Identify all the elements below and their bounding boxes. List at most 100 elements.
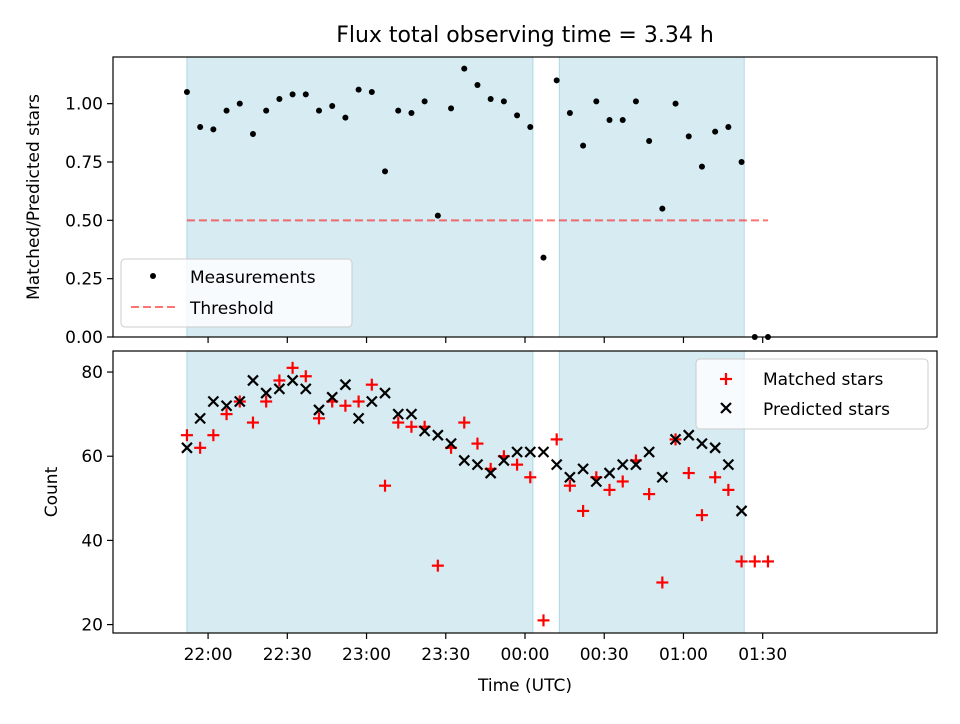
measurement-point <box>725 124 732 130</box>
measurement-point <box>289 91 296 98</box>
predicted-marker-b <box>669 433 682 446</box>
matched-star-point <box>313 412 325 425</box>
matched-star-point <box>722 483 735 496</box>
x-tick-label: 22:00 <box>184 645 233 665</box>
predicted-star-point <box>445 437 457 450</box>
measurement-point <box>342 114 349 121</box>
measurement-point <box>632 98 639 105</box>
measurement-point <box>659 205 666 212</box>
matched-star-point <box>735 555 748 568</box>
matched-star-point <box>761 555 774 568</box>
predicted-star-point <box>550 458 563 471</box>
measurement-point <box>738 159 745 165</box>
predicted-marker-b <box>564 471 576 484</box>
predicted-marker-b <box>366 395 378 408</box>
measurement-point <box>593 98 600 105</box>
matched-star-point <box>220 408 233 421</box>
predicted-star-point <box>313 404 325 416</box>
predicted-marker-b <box>247 374 259 387</box>
bottom-y-axis-label: Count <box>42 466 62 517</box>
measurement-point <box>487 96 494 102</box>
bottom-x-ticks: 22:00 22:30 23:00 23:30 00:00 00:30 01:00 01:30 <box>184 633 787 665</box>
predicted-star-point <box>564 471 576 484</box>
measurement-point <box>249 131 256 137</box>
predicted-marker-b <box>273 383 286 395</box>
matched-star-point <box>524 471 537 484</box>
measurement-point <box>263 107 270 114</box>
predicted-marker-b <box>550 458 563 471</box>
predicted-marker-b <box>207 395 220 408</box>
shaded-interval-2 <box>559 57 745 337</box>
predicted-star-point <box>207 395 220 408</box>
predicted-marker-b <box>643 446 655 458</box>
measurement-point <box>514 112 521 119</box>
predicted-marker-b <box>286 374 299 387</box>
predicted-star-point <box>524 446 537 458</box>
predicted-marker-b <box>498 454 510 467</box>
measurement-point <box>197 124 204 130</box>
matched-star-point <box>180 429 193 442</box>
predicted-star-point <box>260 387 272 399</box>
predicted-marker-b <box>511 446 523 458</box>
matched-star-point <box>695 509 708 522</box>
measurement-point <box>368 89 375 95</box>
predicted-marker-b <box>379 387 391 399</box>
matched-star-point <box>458 416 471 429</box>
predicted-star-point <box>194 412 206 425</box>
predicted-star-point <box>273 383 286 395</box>
predicted-star-point <box>537 446 550 458</box>
matched-star-point <box>656 576 669 589</box>
legend-marker-matched <box>720 373 732 385</box>
predicted-marker-b <box>696 437 708 450</box>
predicted-marker-b <box>484 467 497 479</box>
measurement-point <box>434 212 441 219</box>
predicted-star-point <box>471 458 484 471</box>
measurement-point <box>580 142 587 149</box>
matched-star-point <box>643 488 656 501</box>
predicted-marker-b <box>656 471 669 484</box>
bottom-y-tick-label: 40 <box>81 531 103 551</box>
predicted-marker-b <box>405 408 418 420</box>
top-y-tick-label: 1.00 <box>65 95 103 115</box>
matched-star-point <box>577 504 590 517</box>
top-y-tick-label: 0.50 <box>65 211 103 231</box>
measurement-point <box>421 98 428 105</box>
bottom-y-tick-label: 20 <box>81 616 103 636</box>
predicted-star-points <box>181 374 748 517</box>
top-legend: Measurements Threshold <box>120 258 353 328</box>
predicted-marker-b <box>352 412 365 425</box>
predicted-star-point <box>643 446 655 458</box>
predicted-star-point <box>432 429 444 441</box>
top-legend-box <box>120 258 353 328</box>
matched-star-point <box>405 420 418 433</box>
predicted-star-point <box>484 467 497 479</box>
matched-star-point <box>352 395 365 408</box>
predicted-marker-b <box>682 429 695 441</box>
predicted-marker-b <box>418 425 431 437</box>
top-y-ticks: 0.00 0.25 0.50 0.75 1.00 <box>65 95 113 348</box>
measurement-point <box>183 89 190 95</box>
predicted-marker-b <box>392 408 405 420</box>
matched-star-point <box>563 479 576 492</box>
measurement-point <box>223 107 230 114</box>
x-tick-label: 23:30 <box>421 645 470 665</box>
top-y-tick-label: 0.75 <box>65 153 103 173</box>
predicted-marker-b <box>735 505 748 517</box>
predicted-star-point <box>735 505 748 517</box>
predicted-star-point <box>616 458 629 471</box>
predicted-marker-b <box>537 446 550 458</box>
predicted-star-point <box>247 374 259 387</box>
legend-marker-measurements <box>150 273 156 279</box>
predicted-marker-b <box>603 467 616 479</box>
measurement-point <box>329 103 336 109</box>
matched-star-point <box>194 441 207 454</box>
top-y-tick-label: 0.00 <box>65 328 103 348</box>
predicted-star-point <box>392 408 405 420</box>
predicted-marker-b <box>445 437 457 450</box>
top-y-tick-label: 0.25 <box>65 270 103 290</box>
matched-star-point <box>748 555 761 568</box>
predicted-star-point <box>590 475 603 488</box>
x-tick-label: 00:30 <box>580 645 629 665</box>
top-panel: 0.00 0.25 0.50 0.75 1.00 Matched/Predicted s… <box>24 56 938 348</box>
